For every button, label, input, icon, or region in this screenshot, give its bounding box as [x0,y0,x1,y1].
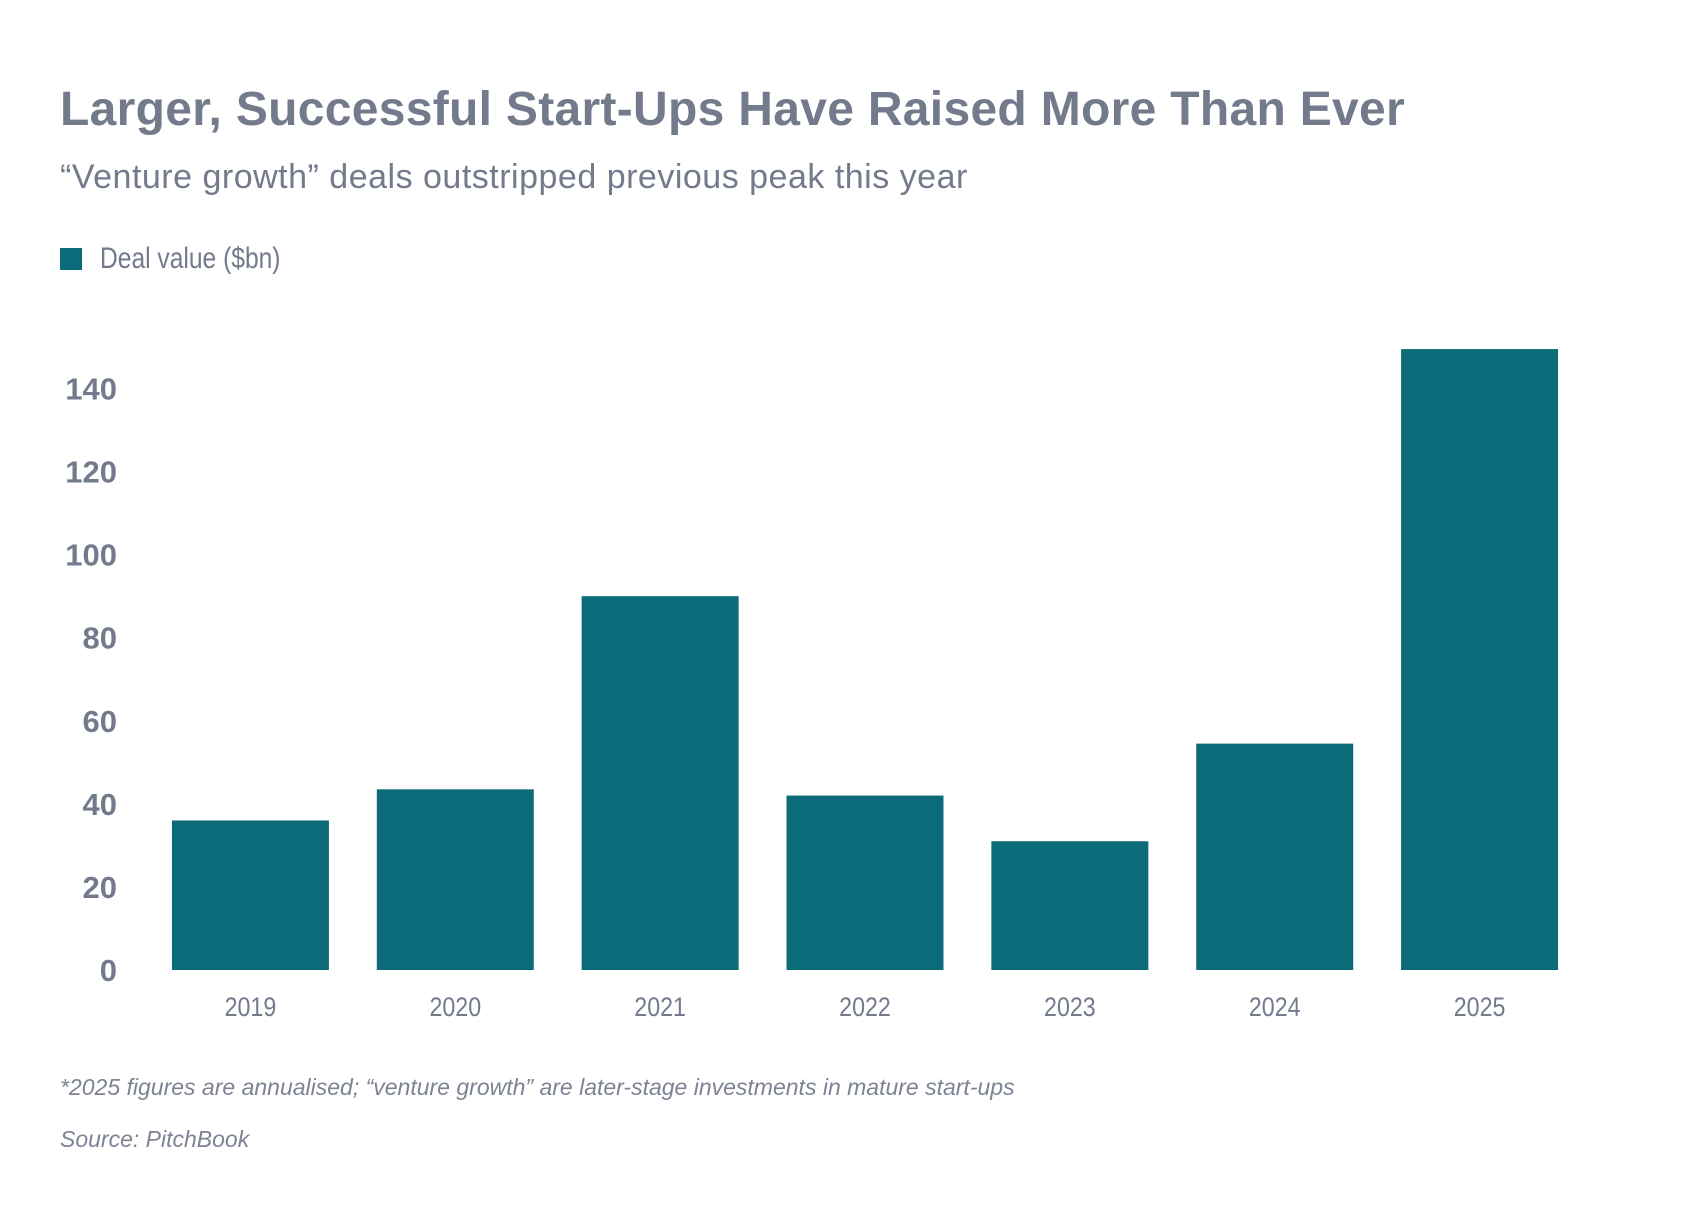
bar-2022 [786,795,944,970]
chart-footnote: *2025 figures are annualised; “venture g… [60,1074,1015,1100]
chart-title: Larger, Successful Start-Ups Have Raised… [60,83,1405,136]
x-tick-label-2022: 2022 [839,992,891,1022]
bar-2019 [171,820,329,970]
y-tick-label-60: 60 [83,704,117,739]
y-tick-label-120: 120 [65,455,117,490]
x-tick-label-2024: 2024 [1249,992,1301,1022]
legend-swatch-deal-value [60,248,82,270]
y-tick-label-100: 100 [65,538,117,573]
bar-2025 [1401,349,1559,970]
chart-source: Source: PitchBook [60,1126,250,1152]
y-tick-label-20: 20 [83,870,117,905]
legend: Deal value ($bn) [60,242,320,276]
bar-2021 [581,596,739,970]
x-tick-label-2023: 2023 [1044,992,1096,1022]
chart-subtitle: “Venture growth” deals outstripped previ… [60,158,968,196]
y-tick-label-140: 140 [65,372,117,407]
bar-2024 [1196,743,1354,970]
x-tick-label-2019: 2019 [225,992,277,1022]
bar-2023 [991,841,1149,970]
y-tick-label-80: 80 [83,621,117,656]
x-tick-label-2020: 2020 [429,992,481,1022]
x-tick-label-2025: 2025 [1454,992,1506,1022]
bar-2020 [376,789,534,970]
y-tick-label-0: 0 [100,953,117,988]
y-tick-label-40: 40 [83,787,117,822]
x-tick-label-2021: 2021 [634,992,686,1022]
legend-label-deal-value: Deal value ($bn) [100,242,281,275]
